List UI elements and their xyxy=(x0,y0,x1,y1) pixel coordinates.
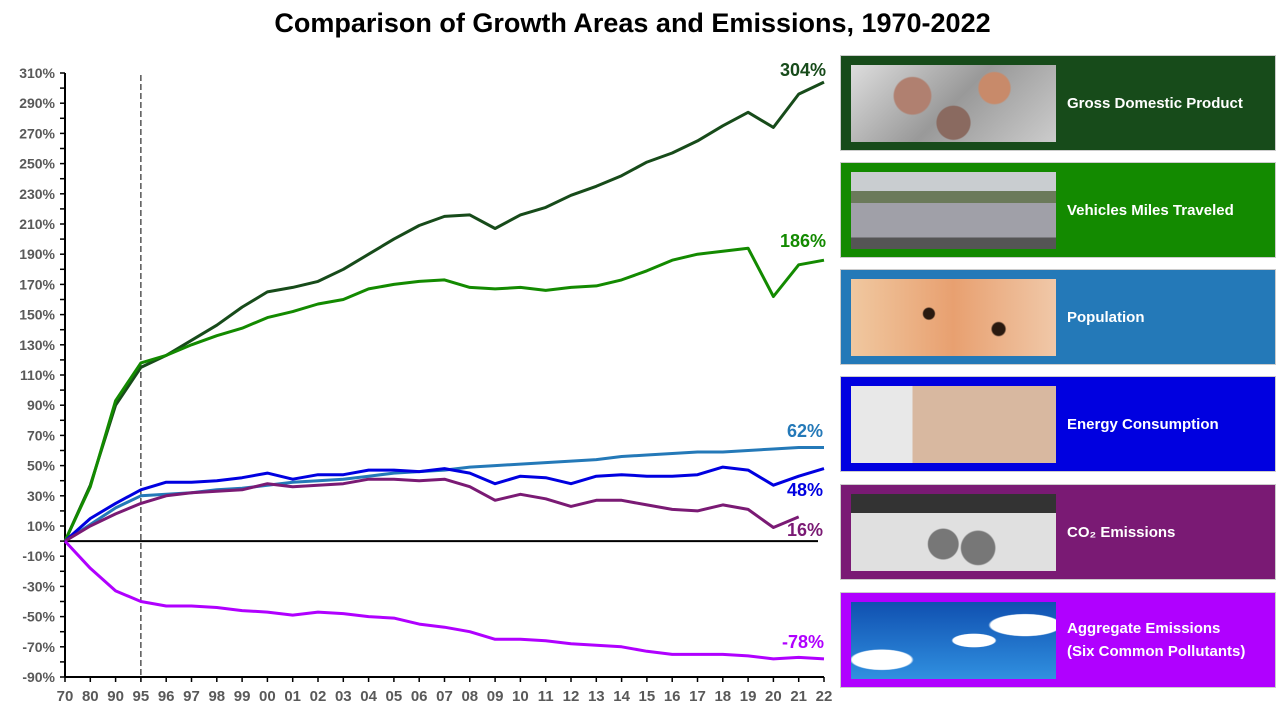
x-tick-label: 12 xyxy=(563,688,580,705)
series-end-label: 304% xyxy=(780,60,826,80)
y-tick-label: -70% xyxy=(22,639,55,655)
x-tick-label: 02 xyxy=(310,688,327,705)
legend-label-line1: Aggregate Emissions xyxy=(1067,620,1221,637)
y-tick-label: 10% xyxy=(27,518,56,534)
x-tick-label: 95 xyxy=(133,688,150,705)
x-tick-label: 04 xyxy=(360,688,377,705)
y-tick-label: 250% xyxy=(19,156,55,172)
legend-panel-4: CO₂ Emissions xyxy=(840,484,1276,580)
series-end-label: 16% xyxy=(787,520,823,540)
y-tick-label: 290% xyxy=(19,95,55,111)
y-tick-label: 190% xyxy=(19,246,55,262)
legend-panel-3: Energy Consumption xyxy=(840,376,1276,472)
legend-panel-1: Vehicles Miles Traveled xyxy=(840,162,1276,258)
legend-label: Gross Domestic Product xyxy=(1067,92,1243,115)
series-end-label: 62% xyxy=(787,421,823,441)
legend-panel-5: Aggregate Emissions (Six Common Pollutant… xyxy=(840,592,1276,688)
plug-photo-icon xyxy=(851,385,1056,463)
series-end-label: -78% xyxy=(782,632,824,652)
x-tick-label: 05 xyxy=(386,688,403,705)
smokestack-photo-icon xyxy=(851,601,1056,679)
x-tick-label: 99 xyxy=(234,688,251,705)
legend-label-line1: Population xyxy=(1067,308,1145,326)
x-tick-label: 97 xyxy=(183,688,200,705)
y-tick-label: 210% xyxy=(19,216,55,232)
y-tick-label: 270% xyxy=(19,125,55,141)
exhaust-photo-icon xyxy=(851,493,1056,571)
y-tick-label: -10% xyxy=(22,548,55,564)
legend-label: Aggregate Emissions (Six Common Pollutant… xyxy=(1067,617,1245,663)
x-tick-label: 01 xyxy=(284,688,301,705)
legend-panel-2: Population xyxy=(840,269,1276,365)
legend-panel-0: Gross Domestic Product xyxy=(840,55,1276,151)
x-tick-label: 90 xyxy=(107,688,124,705)
legend-label-line1: Energy Consumption xyxy=(1067,415,1219,433)
x-tick-label: 17 xyxy=(689,688,706,705)
series-line-5 xyxy=(63,540,825,661)
legend-label-line2: (Six Common Pollutants) xyxy=(1067,643,1246,660)
legend-label-line1: CO₂ Emissions xyxy=(1067,523,1176,541)
y-tick-label: 130% xyxy=(19,337,55,353)
y-tick-label: 30% xyxy=(27,488,56,504)
y-tick-label: 70% xyxy=(27,427,56,443)
x-tick-label: 06 xyxy=(411,688,428,705)
x-tick-label: 15 xyxy=(639,688,656,705)
x-tick-label: 00 xyxy=(259,688,276,705)
x-tick-label: 80 xyxy=(82,688,99,705)
y-tick-label: 50% xyxy=(27,458,56,474)
x-tick-label: 70 xyxy=(57,688,74,705)
x-tick-label: 09 xyxy=(487,688,504,705)
x-tick-label: 08 xyxy=(461,688,478,705)
legend-label: Energy Consumption xyxy=(1067,413,1219,436)
y-tick-label: 170% xyxy=(19,276,55,292)
y-tick-label: 90% xyxy=(27,397,56,413)
legend-label: Population xyxy=(1067,306,1145,329)
x-tick-label: 21 xyxy=(790,688,807,705)
y-tick-label: 310% xyxy=(19,65,55,81)
x-tick-label: 19 xyxy=(740,688,757,705)
x-tick-label: 20 xyxy=(765,688,782,705)
traffic-photo-icon xyxy=(851,171,1056,249)
x-tick-label: 96 xyxy=(158,688,175,705)
legend-label-line1: Gross Domestic Product xyxy=(1067,94,1243,112)
chart-title: Comparison of Growth Areas and Emissions… xyxy=(274,8,991,38)
y-tick-label: 110% xyxy=(20,367,56,383)
series-line-0 xyxy=(63,80,825,542)
x-tick-label: 07 xyxy=(436,688,453,705)
x-tick-label: 10 xyxy=(512,688,529,705)
y-tick-label: -30% xyxy=(22,578,55,594)
baby-photo-icon xyxy=(851,278,1056,356)
y-tick-label: 150% xyxy=(19,307,55,323)
y-tick-label: 230% xyxy=(19,186,55,202)
series-end-label: 48% xyxy=(787,480,823,500)
line-chart: 310% 290% 270% 250% 230% 210% 190% 170% 150% 130%… xyxy=(19,60,833,705)
y-tick-label: -90% xyxy=(22,669,55,685)
legend-label: Vehicles Miles Traveled xyxy=(1067,199,1234,222)
series-line-4 xyxy=(64,477,800,543)
x-tick-label: 22 xyxy=(816,688,833,705)
x-tick-label: 14 xyxy=(613,688,630,705)
y-tick-label: -50% xyxy=(22,609,55,625)
x-tick-label: 11 xyxy=(538,688,554,705)
x-tick-label: 16 xyxy=(664,688,681,705)
x-tick-label: 18 xyxy=(714,688,731,705)
x-tick-label: 13 xyxy=(588,688,605,705)
legend-label-line1: Vehicles Miles Traveled xyxy=(1067,201,1234,219)
series-line-1 xyxy=(63,246,825,542)
x-tick-label: 03 xyxy=(335,688,352,705)
x-tick-label: 98 xyxy=(208,688,225,705)
legend-label: CO₂ Emissions xyxy=(1067,521,1175,544)
series-line-3 xyxy=(64,465,825,543)
series-end-label: 186% xyxy=(780,231,826,251)
coins-photo-icon xyxy=(851,64,1056,142)
